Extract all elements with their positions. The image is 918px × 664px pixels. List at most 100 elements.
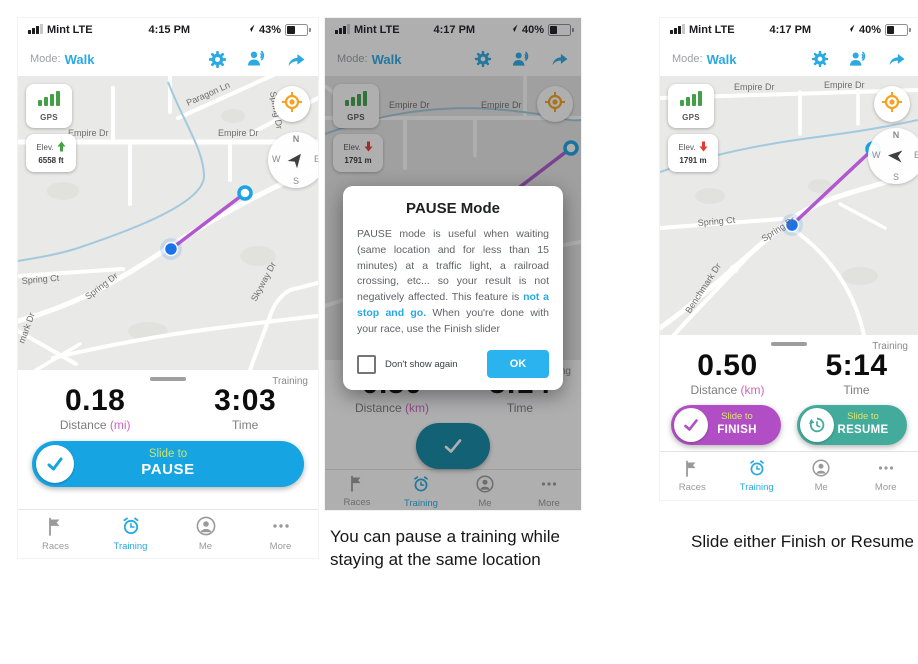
nav-me[interactable]: Me [168,516,243,552]
compass-dial[interactable]: N S W E [868,128,918,184]
nav-races[interactable]: Races [18,517,93,552]
cellular-signal-icon [335,23,350,37]
person-icon [476,474,494,496]
alarm-clock-icon [121,516,141,539]
time-label: Time [506,400,534,415]
nav-more[interactable]: More [517,475,581,509]
dont-show-again-checkbox[interactable] [357,354,376,374]
status-bar: Mint LTE 4:17 PM 40% [660,18,918,42]
settings-gear-icon[interactable] [811,50,829,68]
voice-announce-icon[interactable] [512,50,531,69]
nav-more[interactable]: More [243,516,318,552]
clock-label: 4:17 PM [769,24,812,36]
mode-label: Mode: [337,53,368,65]
person-icon [812,459,830,480]
distance-label: Distance [690,382,738,397]
person-icon [196,516,216,539]
nav-me[interactable]: Me [789,459,854,493]
time-label: Time [232,417,259,432]
compass-south-label: S [892,172,900,182]
mode-value[interactable]: Walk [371,51,402,67]
gps-label: GPS [40,113,58,122]
panel-tag: Training [272,376,308,387]
elevation-up-icon [57,141,66,154]
compass-north-label: N [892,130,900,140]
time-label: Time [843,382,870,397]
ok-button[interactable]: OK [487,350,549,379]
share-icon[interactable] [551,52,569,66]
elevation-badge: Elev. 6558 ft [26,134,76,172]
elevation-label: Elev. [36,143,54,152]
slider-line2: PAUSE [141,461,195,479]
distance-value: 0.18 [64,384,126,417]
nav-races[interactable]: Races [325,475,389,508]
map-view[interactable]: Empire Dr Empire Dr Spring Ct Spring Dr … [660,76,918,335]
slide-to-resume-slider[interactable]: Slide to RESUME [797,404,907,445]
compass-needle-icon [281,145,312,176]
current-position-dot [163,241,179,257]
app-header: Mode: Walk [660,42,918,76]
locate-me-button[interactable] [537,86,573,122]
elevation-badge: Elev. 1791 m [668,134,718,172]
map-view[interactable]: Paragon Ln Empire Dr Empire Dr Spring Dr… [18,76,318,370]
locate-me-button[interactable] [274,86,310,122]
nav-me[interactable]: Me [453,474,517,509]
bottom-nav: Races Training Me More [325,468,581,514]
battery-percent: 43% [258,24,281,36]
nav-races[interactable]: Races [660,460,725,493]
nav-more[interactable]: More [854,459,918,493]
gps-signal-badge: GPS [26,84,72,128]
share-icon[interactable] [287,52,306,67]
distance-stat: 0.18 Distance (mi) [60,385,131,432]
locate-target-icon [281,91,303,118]
mode-value[interactable]: Walk [706,51,737,67]
ellipsis-icon [540,475,558,496]
app-header: Mode: Walk [325,42,581,76]
finish-line1: Slide to [721,410,753,422]
mode-label: Mode: [30,53,61,65]
slide-to-finish-slider[interactable]: Slide to FINISH [671,404,781,445]
caption-right: Slide either Finish or Resume [691,532,914,551]
time-stat: 5:14 Time [825,350,887,397]
resume-line1: Slide to [847,410,879,422]
drag-handle[interactable] [150,377,186,381]
distance-stat: 0.50 Distance (km) [690,350,764,397]
finish-knob[interactable] [674,407,708,442]
locate-target-icon [881,91,903,118]
locate-me-button[interactable] [874,86,910,122]
nav-training[interactable]: Training [93,516,168,552]
resume-history-icon[interactable] [800,407,834,442]
share-icon[interactable] [888,52,906,66]
settings-gear-icon[interactable] [474,50,492,68]
gps-signal-badge: GPS [668,84,714,128]
alarm-clock-icon [412,475,430,496]
pause-confirm-pill[interactable] [416,422,490,469]
gps-bars-icon [345,90,367,111]
distance-label: Distance [354,400,402,415]
elevation-down-icon [699,141,708,154]
slider-knob[interactable] [36,444,74,483]
carrier-label: Mint LTE [354,24,400,36]
slider-line1: Slide to [148,447,188,460]
street-label: Empire Dr [218,128,259,138]
compass-dial[interactable]: N S W E [268,132,318,188]
phone-screenshot-1: Mint LTE 4:15 PM 43% Mode: Walk [18,18,318,558]
nav-training[interactable]: Training [725,459,790,493]
nav-training[interactable]: Training [389,475,453,509]
time-value: 3:03 [214,384,277,417]
battery-icon [547,24,574,36]
ellipsis-icon [271,516,291,539]
voice-announce-icon[interactable] [247,49,267,69]
battery-percent: 40% [521,24,544,36]
distance-unit: (km) [405,400,429,415]
voice-announce-icon[interactable] [849,50,868,69]
status-bar: Mint LTE 4:17 PM 40% [325,18,581,42]
location-arrow-icon [509,24,518,36]
training-panel: Training 0.18 Distance (mi) 3:03 Time Sl… [18,370,318,509]
mode-value[interactable]: Walk [64,51,95,67]
slide-to-pause-slider[interactable]: Slide to PAUSE [32,440,304,487]
settings-gear-icon[interactable] [208,50,227,69]
drag-handle[interactable] [771,342,807,346]
app-header: Mode: Walk [18,42,318,76]
distance-unit: (km) [740,382,765,397]
